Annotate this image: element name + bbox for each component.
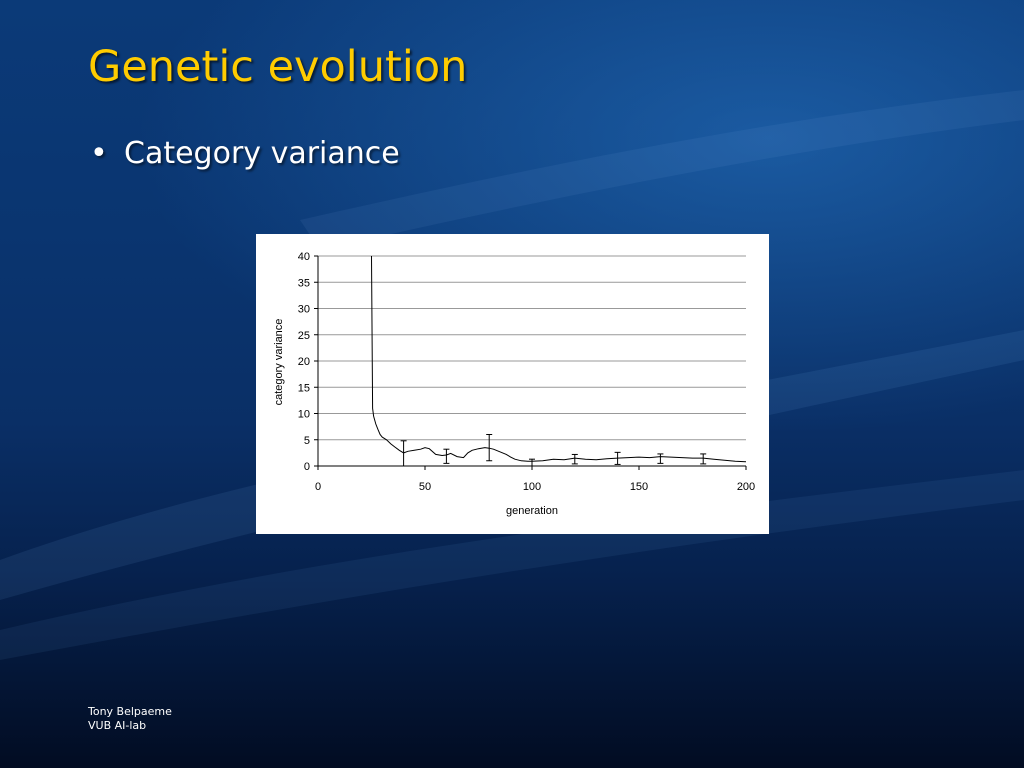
axes <box>314 255 747 470</box>
y-tick-label: 10 <box>298 409 310 421</box>
series-line <box>371 255 747 463</box>
x-tick-label: 200 <box>737 481 755 493</box>
footer: Tony Belpaeme VUB AI-lab <box>88 705 172 733</box>
bullet-item: • Category variance <box>90 136 400 171</box>
y-axis-label: category variance <box>273 319 285 406</box>
error-bar <box>443 448 450 464</box>
x-tick-label: 50 <box>419 481 431 493</box>
error-bar <box>614 451 621 465</box>
error-bar <box>657 453 664 464</box>
slide-title: Genetic evolution <box>88 42 468 92</box>
bullet-list: • Category variance <box>90 136 400 171</box>
footer-affiliation: VUB AI-lab <box>88 719 147 732</box>
y-tick-label: 15 <box>298 382 310 394</box>
x-tick-label: 150 <box>630 481 648 493</box>
error-bar <box>486 434 493 462</box>
tick-labels: 0 5 10 15 20 25 30 35 40 0 50 100 150 200 <box>298 251 755 493</box>
gridlines <box>318 255 746 441</box>
error-bar <box>700 453 707 465</box>
bullet-dot: • <box>90 136 108 171</box>
x-tick-label: 100 <box>523 481 541 493</box>
footer-author: Tony Belpaeme <box>88 705 172 718</box>
y-tick-label: 0 <box>304 461 310 473</box>
bullet-text: Category variance <box>124 136 400 171</box>
x-axis-label: generation <box>506 505 558 517</box>
error-bar <box>400 440 407 467</box>
y-tick-label: 25 <box>298 330 310 342</box>
y-tick-label: 20 <box>298 356 310 368</box>
error-bar <box>529 458 535 467</box>
error-bar <box>571 453 578 465</box>
plot-area <box>371 255 747 467</box>
y-tick-label: 35 <box>298 277 310 289</box>
x-tick-label: 0 <box>315 481 321 493</box>
y-tick-label: 40 <box>298 251 310 263</box>
y-tick-label: 5 <box>304 435 310 447</box>
y-tick-label: 30 <box>298 304 310 316</box>
chart-panel: 0 5 10 15 20 25 30 35 40 0 50 100 150 200 generation … <box>256 234 769 534</box>
